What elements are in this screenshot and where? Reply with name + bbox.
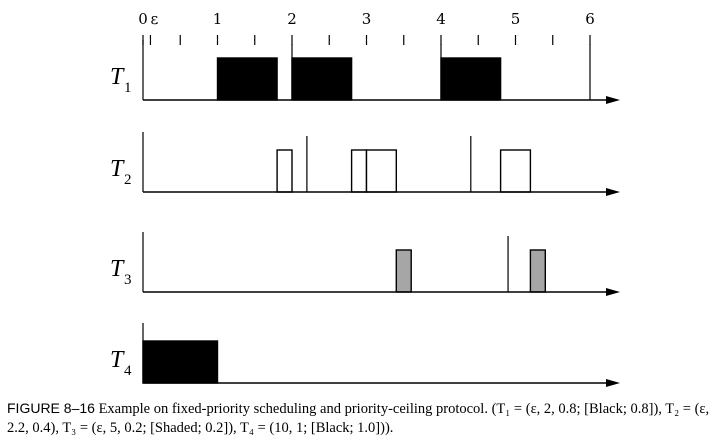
job-box [440,57,502,101]
tick-label: 2 [287,10,297,28]
caption-text: Example on fixed-priority scheduling and… [7,401,710,436]
job-box [529,249,547,293]
axis-arrow [606,188,620,196]
job-box [395,249,412,293]
axis-arrow [606,96,620,104]
task-label: T [110,347,125,373]
job-box [365,149,397,193]
axis-arrow [606,288,620,296]
axis-arrow [606,379,620,387]
schedule-timeline: 0 ε 1 2 3 4 5 6T 1T 2T 3T 4 [110,10,620,387]
job-box [499,149,532,193]
task-label-subscript: 1 [124,80,132,96]
tick-label: 5 [511,10,521,28]
task-label: T [110,256,125,282]
tick-label: 4 [436,10,446,28]
job-box [142,340,219,384]
task-label: T [110,64,125,90]
task-label-subscript: 2 [124,172,132,188]
job-box [216,57,278,101]
figure-caption: FIGURE 8–16 Example on fixed-priority sc… [7,399,717,438]
tick-label: 3 [362,10,372,28]
task-label-subscript: 4 [124,363,132,379]
figure-label: FIGURE 8–16 [7,400,95,416]
tick-label: 1 [213,10,223,28]
task-label: T [110,156,125,182]
tick-label: ε [151,10,159,28]
job-box [276,149,293,193]
tick-label: 6 [585,10,595,28]
job-box [350,149,368,193]
job-box [291,57,353,101]
tick-label: 0 [138,10,148,28]
task-label-subscript: 3 [124,272,132,288]
